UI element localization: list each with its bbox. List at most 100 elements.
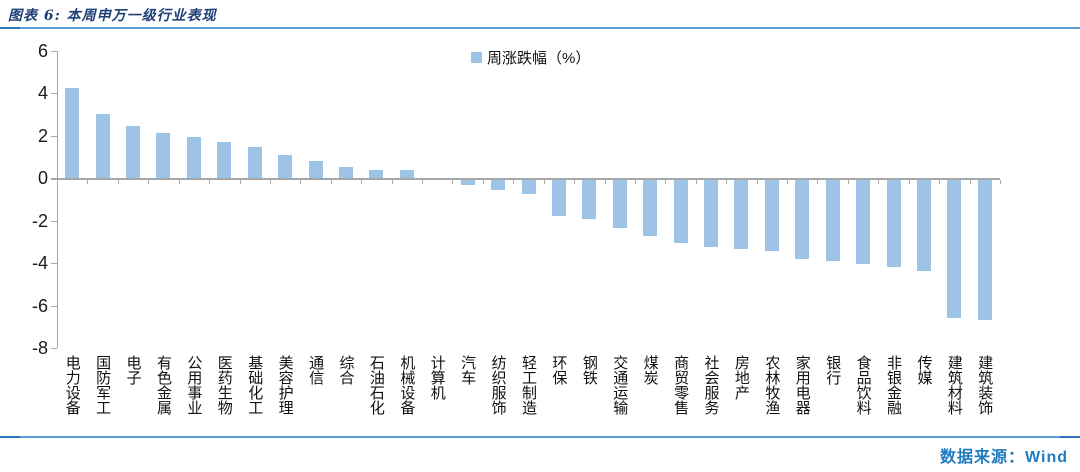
x-axis-category-label: 非银金融 (885, 355, 903, 415)
y-axis-tick (51, 93, 57, 94)
bar-机械设备 (399, 169, 414, 178)
bar-轻工制造 (521, 180, 536, 194)
x-axis-tick (969, 180, 971, 184)
x-axis-category-label: 商贸零售 (672, 355, 690, 415)
y-axis-tick (51, 348, 57, 349)
bar-通信 (308, 161, 323, 178)
y-axis-tick-label: -6 (31, 295, 48, 316)
x-axis-category-label: 电力设备 (63, 355, 81, 415)
bar-传媒 (916, 180, 931, 272)
x-axis-tick (908, 180, 910, 184)
bar-美容护理 (278, 154, 293, 178)
y-axis-tick (51, 50, 57, 52)
x-axis-category-label: 传媒 (915, 355, 933, 385)
x-axis-tick (817, 180, 819, 184)
bar-钢铁 (582, 180, 597, 220)
x-axis-category-label: 国防军工 (94, 355, 112, 415)
y-axis-tick (51, 220, 57, 222)
x-axis-tick (117, 180, 119, 184)
x-axis-tick (726, 180, 728, 184)
bar-银行 (825, 180, 840, 261)
bar-非银金融 (886, 180, 901, 268)
x-axis-category-label: 综合 (337, 355, 355, 385)
y-axis-tick (51, 135, 57, 137)
x-axis-category-label: 石油石化 (367, 355, 385, 415)
x-axis-tick (756, 180, 758, 184)
x-axis-tick (513, 180, 515, 184)
x-axis-tick (57, 180, 58, 184)
bar-医药生物 (217, 141, 232, 178)
x-axis-zero-line (51, 178, 1000, 180)
x-axis-tick (939, 180, 941, 184)
x-axis-tick (269, 180, 271, 184)
x-axis-category-label: 轻工制造 (520, 355, 537, 415)
bar-电子 (126, 125, 141, 178)
bar-社会服务 (704, 180, 719, 247)
x-axis-category-label: 机械设备 (398, 355, 416, 415)
x-axis-category-label: 钢铁 (580, 355, 598, 385)
x-axis-category-label: 煤炭 (641, 355, 659, 385)
bar-基础化工 (247, 147, 262, 178)
figure-title: 图表 6: 本周申万一级行业表现 (8, 8, 217, 24)
bar-食品饮料 (856, 180, 871, 264)
x-axis-category-label: 有色金属 (154, 355, 172, 415)
x-axis-tick (634, 180, 636, 184)
legend-swatch-icon (471, 52, 482, 63)
x-axis-category-label: 食品饮料 (854, 355, 872, 415)
bar-交通运输 (612, 180, 627, 228)
x-axis-tick (239, 180, 241, 184)
x-axis-tick (300, 180, 302, 184)
x-axis-category-label: 电子 (124, 355, 142, 385)
x-axis-tick (209, 180, 211, 184)
y-axis-tick-label: 2 (37, 125, 48, 146)
bar-国防军工 (95, 114, 110, 178)
y-axis-tick-label: 0 (37, 168, 48, 188)
y-axis-tick-label: 6 (37, 40, 48, 61)
bar-煤炭 (643, 180, 658, 237)
x-axis-tick (330, 180, 332, 184)
x-axis-tick (452, 180, 454, 184)
y-axis-tick-label: -8 (31, 338, 48, 358)
x-axis-category-label: 环保 (550, 355, 568, 385)
x-axis-tick (1000, 180, 1001, 184)
bottom-divider (0, 436, 1080, 438)
title-underline (0, 27, 1080, 29)
y-axis-tick (51, 178, 57, 179)
x-axis-category-label: 汽车 (459, 355, 477, 385)
bar-房地产 (734, 180, 749, 250)
y-axis-tick-label: 4 (37, 83, 48, 103)
bar-有色金属 (156, 133, 171, 178)
x-axis-tick (361, 180, 363, 184)
x-axis-category-label: 医药生物 (215, 355, 233, 415)
y-axis-tick-label: -4 (31, 253, 48, 273)
title-underline-tip (0, 27, 20, 29)
x-axis-tick (422, 180, 424, 184)
x-axis-tick (391, 180, 393, 184)
x-axis-tick (574, 180, 576, 184)
x-axis-tick (543, 180, 545, 184)
bar-环保 (551, 180, 566, 217)
x-axis-category-label: 纺织服饰 (489, 355, 507, 415)
bar-公用事业 (186, 136, 201, 178)
bar-建筑材料 (947, 180, 962, 319)
x-axis-category-label: 家用电器 (793, 355, 811, 415)
bottom-divider-tip-left (0, 436, 20, 438)
x-axis-tick (148, 180, 150, 184)
x-axis-tick (787, 180, 789, 184)
x-axis-tick (878, 180, 880, 184)
x-axis-category-label: 建筑材料 (945, 355, 963, 415)
y-axis-tick-label: -2 (31, 210, 48, 231)
x-axis-category-label: 交通运输 (611, 355, 629, 415)
bar-建筑装饰 (977, 180, 992, 321)
x-axis-tick (482, 180, 484, 184)
bar-家用电器 (795, 180, 810, 259)
x-axis-tick (178, 180, 180, 184)
x-axis-category-label: 基础化工 (246, 355, 264, 415)
bar-农林牧渔 (764, 180, 779, 252)
y-axis-line (57, 50, 58, 348)
x-axis-category-label: 计算机 (428, 355, 446, 400)
x-axis-tick (665, 180, 667, 184)
y-axis-tick (51, 305, 57, 307)
x-axis-category-label: 社会服务 (702, 355, 720, 415)
x-axis-tick (604, 180, 606, 184)
